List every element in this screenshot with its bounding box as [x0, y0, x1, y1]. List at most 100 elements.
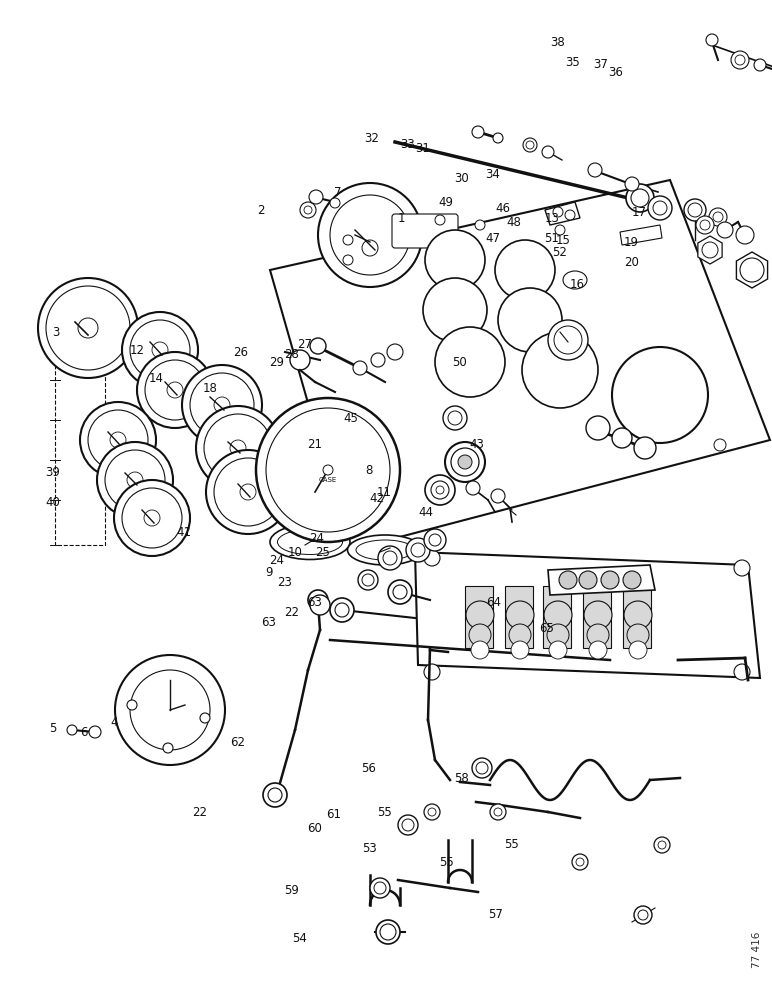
Circle shape	[466, 601, 494, 629]
Circle shape	[371, 353, 385, 367]
Circle shape	[263, 783, 287, 807]
Text: 9: 9	[265, 566, 273, 578]
Circle shape	[266, 408, 390, 532]
Text: 8: 8	[365, 464, 373, 477]
Text: 25: 25	[315, 546, 330, 558]
Circle shape	[754, 59, 766, 71]
Circle shape	[114, 480, 190, 556]
Circle shape	[443, 406, 467, 430]
Text: 26: 26	[233, 346, 249, 359]
Circle shape	[554, 326, 582, 354]
Text: 55: 55	[377, 806, 392, 818]
Bar	[465, 586, 493, 648]
Circle shape	[734, 560, 750, 576]
Circle shape	[629, 641, 647, 659]
Bar	[623, 586, 651, 648]
Text: 50: 50	[452, 356, 467, 368]
Text: 6: 6	[80, 726, 87, 738]
Circle shape	[472, 758, 492, 778]
Ellipse shape	[277, 530, 343, 554]
Circle shape	[586, 416, 610, 440]
Circle shape	[709, 208, 727, 226]
Ellipse shape	[563, 271, 587, 289]
Circle shape	[310, 595, 330, 615]
Circle shape	[587, 624, 609, 646]
Circle shape	[542, 146, 554, 158]
Circle shape	[88, 410, 148, 470]
Circle shape	[435, 327, 505, 397]
Circle shape	[425, 475, 455, 505]
Text: 22: 22	[191, 806, 207, 818]
Circle shape	[631, 189, 649, 207]
Circle shape	[702, 242, 718, 258]
Circle shape	[163, 743, 173, 753]
Circle shape	[589, 641, 607, 659]
Circle shape	[46, 286, 130, 370]
Text: 65: 65	[539, 621, 554, 635]
Text: 5: 5	[49, 722, 56, 734]
Text: 16: 16	[570, 278, 585, 292]
Circle shape	[268, 788, 282, 802]
Circle shape	[627, 624, 649, 646]
Circle shape	[653, 201, 667, 215]
Circle shape	[493, 133, 503, 143]
Text: 3: 3	[52, 326, 59, 338]
Polygon shape	[100, 300, 125, 322]
Circle shape	[353, 361, 367, 375]
Circle shape	[469, 624, 491, 646]
Circle shape	[383, 551, 397, 565]
Circle shape	[122, 312, 198, 388]
Circle shape	[214, 397, 230, 413]
Circle shape	[559, 571, 577, 589]
Circle shape	[572, 854, 588, 870]
Text: 18: 18	[202, 381, 218, 394]
Text: 20: 20	[624, 255, 639, 268]
Text: 30: 30	[454, 172, 469, 184]
Text: 34: 34	[485, 168, 500, 182]
Circle shape	[137, 352, 213, 428]
Text: 48: 48	[506, 216, 521, 229]
Circle shape	[526, 141, 534, 149]
Circle shape	[343, 235, 353, 245]
Circle shape	[130, 670, 210, 750]
Text: 24: 24	[309, 532, 324, 544]
Circle shape	[523, 138, 537, 152]
Text: 1: 1	[398, 212, 405, 225]
Circle shape	[78, 318, 98, 338]
Circle shape	[448, 411, 462, 425]
Circle shape	[445, 442, 485, 482]
Circle shape	[625, 177, 639, 191]
Text: 52: 52	[552, 245, 567, 258]
Circle shape	[490, 804, 506, 820]
Polygon shape	[545, 202, 580, 225]
Circle shape	[612, 428, 632, 448]
Text: 35: 35	[565, 55, 581, 68]
Circle shape	[466, 481, 480, 495]
Circle shape	[428, 808, 436, 816]
Circle shape	[323, 465, 333, 475]
Circle shape	[714, 439, 726, 451]
Circle shape	[431, 481, 449, 499]
Circle shape	[309, 190, 323, 204]
Circle shape	[475, 220, 485, 230]
Circle shape	[623, 571, 641, 589]
Circle shape	[362, 574, 374, 586]
Circle shape	[684, 199, 706, 221]
Circle shape	[547, 624, 569, 646]
Text: 7: 7	[334, 186, 342, 198]
Circle shape	[308, 590, 328, 610]
Text: 51: 51	[544, 232, 560, 244]
Text: 17: 17	[631, 206, 647, 219]
Text: 43: 43	[469, 438, 485, 452]
Circle shape	[713, 212, 723, 222]
Circle shape	[110, 432, 126, 448]
Text: 47: 47	[485, 232, 500, 244]
Circle shape	[145, 360, 205, 420]
Circle shape	[214, 458, 282, 526]
Circle shape	[343, 255, 353, 265]
Circle shape	[511, 641, 529, 659]
Text: 27: 27	[297, 338, 313, 352]
Circle shape	[425, 230, 485, 290]
Circle shape	[436, 486, 444, 494]
Circle shape	[200, 713, 210, 723]
